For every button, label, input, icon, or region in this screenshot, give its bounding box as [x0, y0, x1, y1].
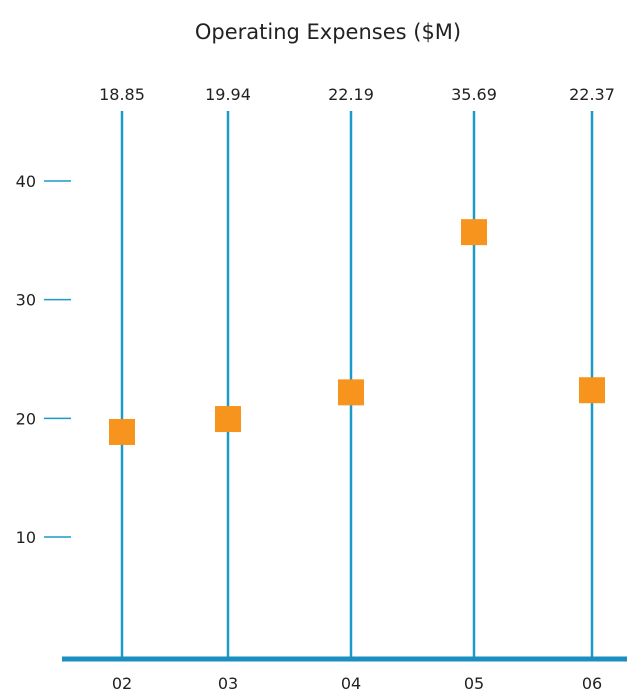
- data-point-marker: [215, 406, 241, 433]
- x-tick-label: 05: [464, 674, 484, 693]
- x-axis: 02 03 04 05 06: [112, 674, 602, 693]
- y-tick-label: 10: [16, 528, 36, 547]
- data-point-marker: [461, 219, 487, 246]
- y-tick-label: 40: [16, 172, 36, 191]
- chart-title: Operating Expenses ($M): [195, 20, 461, 44]
- value-labels: 18.85 19.94 22.19 35.69 22.37: [99, 85, 615, 104]
- x-tick-label: 02: [112, 674, 132, 693]
- data-markers: [109, 219, 605, 445]
- x-tick-label: 04: [341, 674, 361, 693]
- x-tick-label: 06: [582, 674, 602, 693]
- value-label: 35.69: [451, 85, 497, 104]
- data-point-marker: [338, 379, 364, 406]
- data-point-marker: [109, 418, 135, 445]
- data-point-marker: [579, 377, 605, 404]
- y-axis: 10 20 30 40: [16, 172, 71, 547]
- y-tick-label: 30: [16, 291, 36, 310]
- value-label: 19.94: [205, 85, 251, 104]
- y-tick-label: 20: [16, 409, 36, 428]
- value-label: 22.19: [328, 85, 374, 104]
- x-tick-label: 03: [218, 674, 238, 693]
- value-label: 18.85: [99, 85, 145, 104]
- value-label: 22.37: [569, 85, 615, 104]
